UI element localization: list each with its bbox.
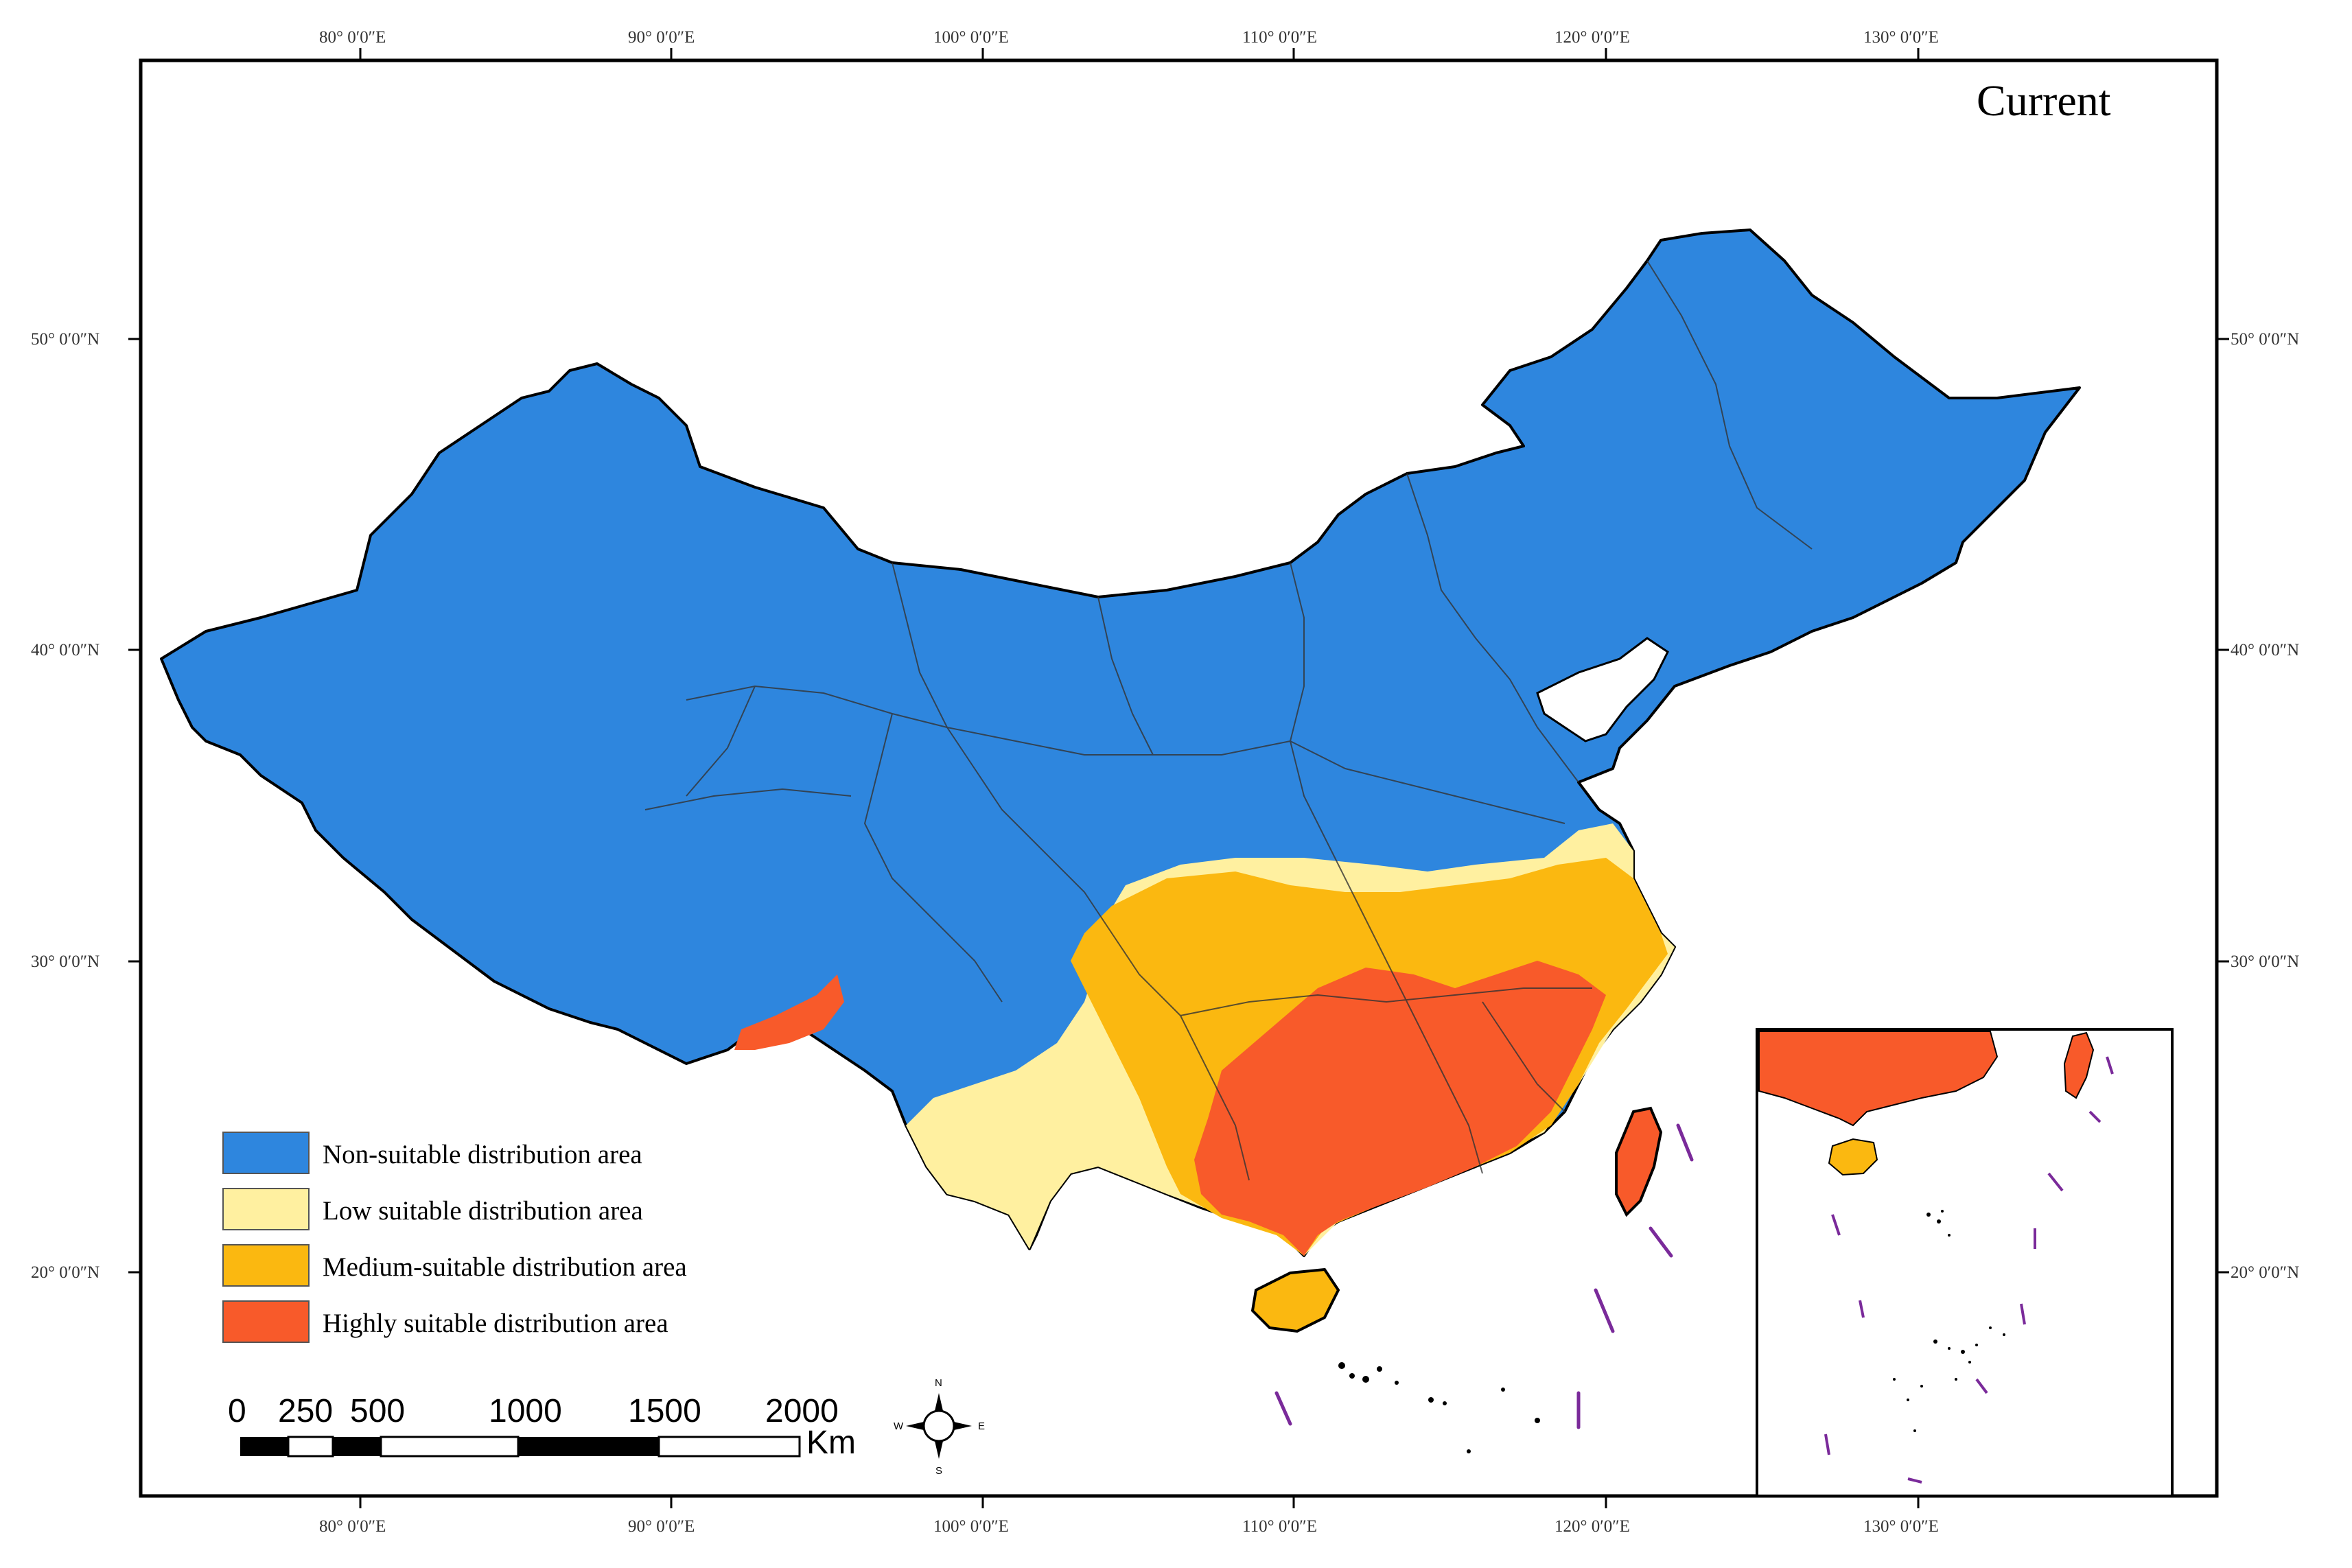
lon-label-120: 120° 0′0″E: [1555, 28, 1630, 47]
compass-circle: [922, 1409, 955, 1442]
compass-needle-north: [935, 1393, 943, 1411]
scale-seg-3: [333, 1437, 381, 1456]
legend-swatch-non-suitable: [222, 1132, 310, 1174]
scale-seg-2: [287, 1436, 334, 1458]
compass-label-n: N: [935, 1377, 942, 1389]
scale-tick-1500: 1500: [628, 1393, 701, 1429]
scale-tick-250: 250: [278, 1393, 333, 1429]
legend: Non-suitable distribution area Low suita…: [222, 1132, 687, 1343]
legend-swatch-high: [222, 1300, 310, 1343]
highly-suitable-tibet: [734, 974, 844, 1050]
longitude-labels-top: 80° 0′0″E 90° 0′0″E 100° 0′0″E 110° 0′0″…: [319, 28, 1939, 47]
lat-label-20-left: 20° 0′0″N: [31, 1263, 100, 1282]
longitude-ticks-bottom: [359, 1496, 1920, 1508]
lon-label-110: 110° 0′0″E: [1242, 28, 1317, 47]
legend-label-low: Low suitable distribution area: [323, 1196, 643, 1226]
bohai-sea: [1536, 637, 1669, 742]
lat-label-40-right: 40° 0′0″N: [2231, 641, 2299, 659]
inset-taiwan: [2063, 1031, 2095, 1099]
scale-tick-1000: 1000: [489, 1393, 562, 1429]
scale-tick-2000: 2000: [765, 1393, 839, 1429]
legend-label-high: Highly suitable distribution area: [323, 1309, 668, 1338]
legend-swatch-low: [222, 1188, 310, 1230]
compass-label-e: E: [978, 1420, 985, 1432]
scale-unit: Km: [806, 1425, 856, 1461]
lat-label-30-left: 30° 0′0″N: [31, 952, 100, 971]
highly-suitable-area: [1194, 961, 1606, 1256]
scale-tick-500: 500: [350, 1393, 405, 1429]
taiwan-island: [1615, 1106, 1663, 1217]
lon-label-100-bottom: 100° 0′0″E: [933, 1517, 1009, 1536]
lon-label-130-bottom: 130° 0′0″E: [1863, 1517, 1939, 1536]
scale-bar: 0 250 500 1000 1500 2000 Km: [228, 1393, 856, 1461]
scale-seg-6: [657, 1436, 801, 1458]
south-china-sea-islands: [1338, 1362, 1540, 1453]
inset-mainland: [1758, 1031, 1999, 1127]
latitude-ticks-right: [2217, 338, 2229, 1274]
compass-needle-south: [935, 1441, 943, 1459]
lon-label-130: 130° 0′0″E: [1863, 28, 1939, 47]
scale-tick-0: 0: [228, 1393, 246, 1429]
south-china-sea-inset: [1756, 1028, 2174, 1497]
compass-needle-east: [954, 1422, 972, 1430]
lon-label-90: 90° 0′0″E: [628, 28, 695, 47]
hainan-island: [1250, 1267, 1340, 1333]
lon-label-120-bottom: 120° 0′0″E: [1555, 1517, 1630, 1536]
lat-label-50-left: 50° 0′0″N: [31, 330, 100, 349]
inset-dash-line: [1824, 1056, 2114, 1484]
lat-label-40-left: 40° 0′0″N: [31, 641, 100, 659]
lon-label-90-bottom: 90° 0′0″E: [628, 1517, 695, 1536]
latitude-ticks-left: [128, 338, 141, 1274]
map-title: Current: [1977, 76, 2111, 125]
inset-islands: [1893, 1210, 2005, 1432]
legend-label-non-suitable: Non-suitable distribution area: [323, 1140, 642, 1169]
province-boundaries: [644, 260, 1813, 1181]
lat-label-30-right: 30° 0′0″N: [2231, 952, 2299, 971]
longitude-labels-bottom: 80° 0′0″E 90° 0′0″E 100° 0′0″E 110° 0′0″…: [319, 1517, 1939, 1536]
lon-label-110-bottom: 110° 0′0″E: [1242, 1517, 1317, 1536]
lat-label-20-right: 20° 0′0″N: [2231, 1263, 2299, 1282]
compass-label-w: W: [894, 1420, 904, 1432]
latitude-labels-left: 50° 0′0″N 40° 0′0″N 30° 0′0″N 20° 0′0″N: [31, 330, 100, 1282]
lon-label-80: 80° 0′0″E: [319, 28, 386, 47]
compass-needle-west: [906, 1422, 924, 1430]
lon-label-100: 100° 0′0″E: [933, 28, 1009, 47]
lat-label-50-right: 50° 0′0″N: [2231, 330, 2299, 349]
compass-rose: N S W E: [894, 1377, 985, 1477]
latitude-labels-right: 50° 0′0″N 40° 0′0″N 30° 0′0″N 20° 0′0″N: [2231, 330, 2299, 1282]
nine-dash-line: [1274, 1123, 1694, 1429]
scale-seg-5: [518, 1437, 659, 1456]
longitude-ticks-top: [359, 48, 1920, 60]
scale-seg-4: [380, 1436, 520, 1458]
compass-label-s: S: [935, 1465, 942, 1477]
scale-seg-1: [240, 1437, 288, 1456]
legend-swatch-medium: [222, 1244, 310, 1287]
inset-hainan: [1828, 1138, 1878, 1176]
lon-label-80-bottom: 80° 0′0″E: [319, 1517, 386, 1536]
legend-label-medium: Medium-suitable distribution area: [323, 1252, 687, 1282]
